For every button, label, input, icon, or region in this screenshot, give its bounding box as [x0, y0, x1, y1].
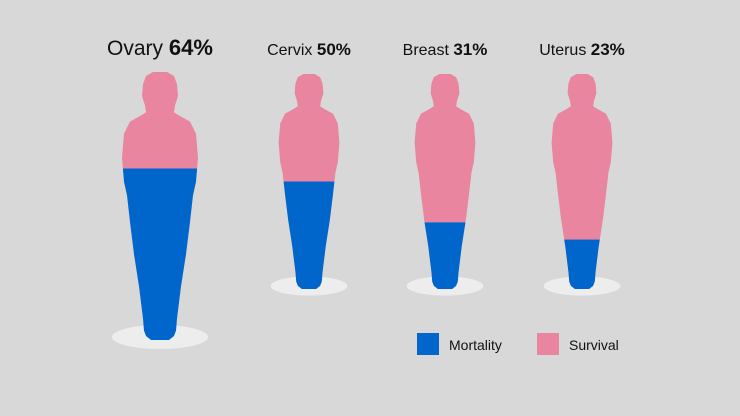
figure-ovary: Ovary 64%	[107, 35, 213, 349]
survival-fill-breast	[414, 74, 476, 223]
figure-breast: Breast 31%	[403, 40, 488, 296]
mortality-value-ovary: 64%	[169, 35, 213, 60]
figures-group: Ovary 64% Cervix 50% Breast 31% Uterus 23%	[107, 35, 625, 349]
category-name-breast: Breast	[403, 42, 454, 59]
category-name-cervix: Cervix	[267, 42, 317, 59]
mortality-fill-breast	[414, 222, 476, 289]
figure-cervix: Cervix 50%	[267, 40, 351, 296]
figure-label-ovary: Ovary 64%	[107, 35, 213, 60]
figure-label-breast: Breast 31%	[403, 40, 488, 59]
legend: Mortality Survival	[417, 333, 619, 355]
mortality-value-cervix: 50%	[317, 40, 351, 59]
category-name-uterus: Uterus	[539, 42, 591, 59]
mortality-value-breast: 31%	[453, 40, 487, 59]
legend-label-survival: Survival	[569, 337, 619, 353]
figure-label-cervix: Cervix 50%	[267, 40, 351, 59]
figure-uterus: Uterus 23%	[539, 40, 625, 296]
legend-swatch-mortality	[417, 333, 439, 355]
category-name-ovary: Ovary	[107, 37, 169, 60]
figure-label-uterus: Uterus 23%	[539, 40, 625, 59]
mortality-fill-ovary	[122, 168, 198, 340]
survival-fill-cervix	[278, 74, 340, 182]
legend-swatch-survival	[537, 333, 559, 355]
mortality-fill-cervix	[278, 181, 340, 289]
legend-label-mortality: Mortality	[449, 337, 502, 353]
survival-fill-uterus	[551, 74, 613, 240]
mortality-value-uterus: 23%	[591, 40, 625, 59]
mortality-fill-uterus	[551, 239, 613, 289]
survival-fill-ovary	[122, 72, 198, 169]
